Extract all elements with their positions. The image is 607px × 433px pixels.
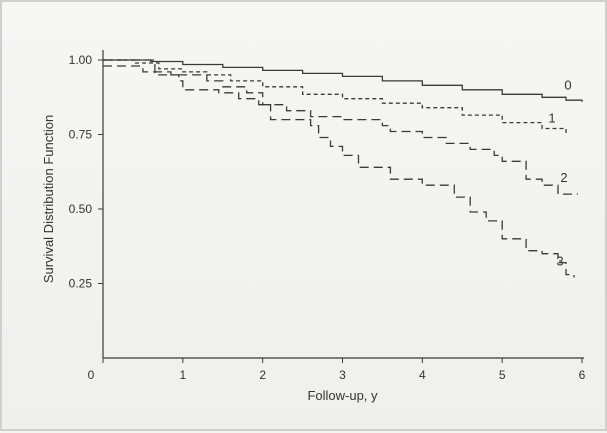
x-tick-label: 2 [259, 368, 266, 382]
series-2-line [103, 65, 578, 195]
series-1-line [103, 59, 567, 135]
series-1-label: 1 [548, 111, 555, 126]
axes [102, 50, 584, 359]
label-group: 0 1 2 3 [548, 78, 571, 269]
x-axis-label: Follow-up, y [307, 388, 378, 403]
y-tick-label: 0.75 [69, 128, 93, 142]
series-group [103, 59, 583, 278]
x-tick-label: 5 [499, 368, 506, 382]
y-axis-label: Survival Distribution Function [41, 115, 56, 283]
x-tick-label: 4 [419, 368, 426, 382]
x-tick-label: 6 [579, 368, 586, 382]
x-tick-label: 1 [179, 368, 186, 382]
y-tick-label: 0.50 [69, 202, 93, 216]
series-0-line [103, 59, 583, 102]
series-0-label: 0 [564, 78, 571, 93]
y-tick-label: 1.00 [69, 53, 93, 67]
tick-marks: 0 1 2 3 4 5 6 0.25 0.50 0.75 1.00 [69, 53, 586, 382]
series-3-line [103, 59, 575, 278]
x-tick-label: 3 [339, 368, 346, 382]
y-tick-label: 0.25 [69, 277, 93, 291]
x-tick-label: 0 [88, 368, 95, 382]
series-3-label: 3 [556, 254, 563, 269]
series-2-label: 2 [560, 170, 567, 185]
